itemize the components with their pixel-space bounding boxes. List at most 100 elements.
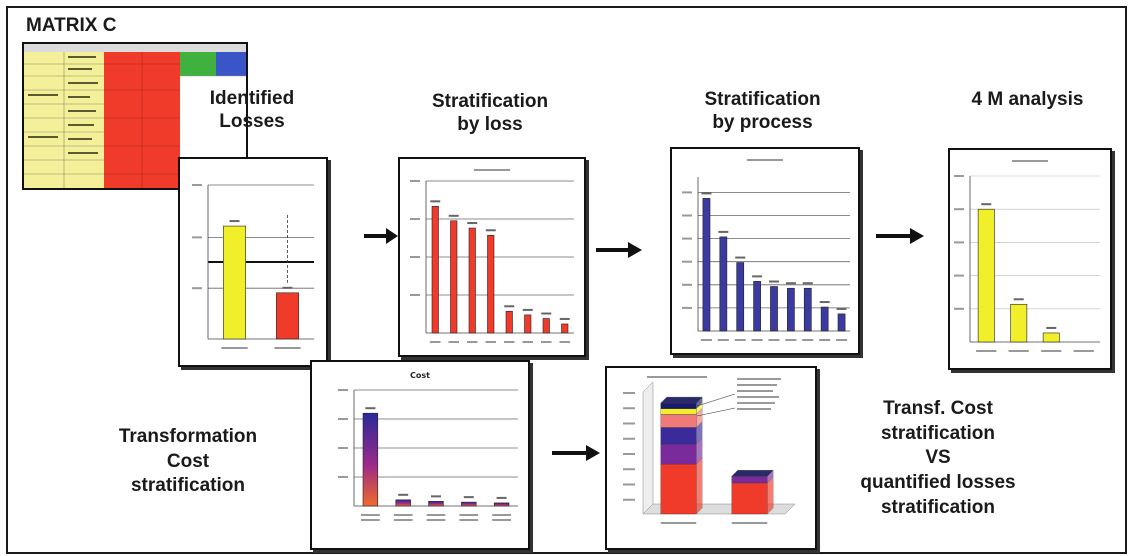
bar: [505, 310, 513, 334]
tick-label-mark: [954, 307, 964, 310]
tick-label-mark: [700, 339, 712, 341]
legend-mark: [737, 378, 781, 380]
tick-label-mark: [192, 236, 202, 239]
tick-label-mark: [485, 341, 496, 343]
stacked-bar-top: [660, 396, 703, 404]
data-label-mark: [467, 222, 478, 225]
tick-label-mark: [682, 191, 692, 194]
legend-mark: [737, 408, 771, 410]
tick-label-mark: [819, 339, 831, 341]
heading-line: stratification: [130, 475, 246, 497]
tick-label-mark: [717, 339, 729, 341]
bar: [461, 501, 477, 507]
arrow-right-icon: [364, 228, 398, 244]
chart-title-mark: [474, 169, 510, 171]
bar: [702, 198, 711, 332]
heading-line: by process: [712, 112, 813, 134]
data-label-mark: [701, 192, 712, 195]
heading-line: Identified: [209, 88, 295, 109]
tick-label-mark: [802, 339, 814, 341]
data-label-mark: [485, 229, 496, 232]
chart-title: Cost: [410, 371, 430, 380]
heading-line: Stratification: [704, 89, 821, 110]
stacked-bar-side: [696, 457, 703, 515]
bar: [977, 208, 995, 343]
tick-label-mark: [623, 437, 635, 440]
tick-label-mark: [492, 514, 511, 516]
panel-stratification-by-process: [670, 147, 860, 355]
tick-label-mark: [1041, 350, 1062, 352]
data-label-mark: [504, 305, 515, 308]
heading-line: Losses: [219, 111, 285, 133]
tick-label-mark: [541, 341, 552, 343]
tick-label-mark: [459, 514, 479, 516]
heading-line: stratification: [880, 422, 996, 444]
tick-label-mark: [751, 339, 763, 341]
bar: [736, 262, 745, 332]
back-wall: [642, 381, 654, 515]
tick-label-mark: [448, 341, 459, 343]
bar: [803, 287, 812, 332]
chart-stratification-by-loss: [410, 169, 574, 343]
bar: [524, 314, 532, 334]
panel-transformation-cost: Cost: [310, 360, 530, 550]
tick-label-mark: [559, 341, 570, 343]
tick-label-mark: [522, 341, 533, 343]
tick-label-mark: [731, 522, 768, 524]
data-label-mark: [752, 275, 763, 278]
heading-line: Transformation: [118, 426, 258, 447]
tick-label-mark: [682, 214, 692, 217]
chart-title-mark: [747, 159, 783, 161]
legend-mark: [737, 390, 773, 392]
tick-label-mark: [954, 208, 964, 211]
tick-label-mark: [660, 522, 697, 524]
bar: [820, 306, 829, 332]
figure-frame: [6, 6, 1127, 554]
chart-4m-analysis: [954, 160, 1100, 352]
tick-label-mark: [682, 306, 692, 309]
arrow-right-icon: [876, 228, 924, 244]
heading-line: by loss: [457, 114, 523, 136]
data-label-mark: [802, 282, 813, 285]
bar: [431, 206, 439, 334]
tick-label-mark: [338, 447, 348, 449]
data-label-mark: [229, 220, 240, 223]
tick-label-mark: [492, 519, 511, 521]
bar: [753, 281, 761, 332]
bar: [487, 234, 495, 334]
leader-line: [696, 393, 736, 407]
data-label-mark: [1046, 326, 1057, 329]
bar: [468, 227, 476, 334]
stacked-bar-segment: [660, 443, 697, 465]
stacked-bar-segment: [660, 402, 697, 409]
legend-mark: [737, 396, 779, 398]
tick-label-mark: [623, 483, 635, 486]
bar: [1010, 303, 1028, 343]
tick-label-mark: [623, 407, 635, 410]
legend-mark: [737, 384, 777, 386]
stacked-bar-segment: [660, 414, 697, 428]
stacked-bar-side: [767, 476, 774, 515]
tick-label-mark: [410, 294, 420, 296]
bar: [787, 287, 795, 332]
tick-label-mark: [836, 339, 848, 341]
heading-line: Stratification: [431, 91, 549, 112]
bar: [837, 313, 846, 332]
tick-label-mark: [785, 339, 797, 341]
data-label-mark: [769, 280, 779, 283]
tick-label-mark: [361, 514, 380, 516]
tick-label-mark: [467, 341, 478, 343]
data-label-mark: [559, 317, 570, 320]
data-label-mark: [981, 203, 992, 206]
heading-line: quantified losses: [860, 472, 1016, 494]
bar: [428, 501, 444, 507]
chart-transformation-cost: Cost: [338, 371, 518, 521]
data-label-mark: [836, 307, 847, 310]
tick-label-mark: [954, 175, 964, 177]
data-label-mark: [365, 407, 376, 410]
heading-line: VS: [925, 447, 951, 469]
stacked-bar-segment: [660, 427, 697, 445]
data-label-mark: [282, 286, 293, 289]
data-label-mark: [735, 256, 746, 259]
tick-label-mark: [623, 468, 635, 471]
